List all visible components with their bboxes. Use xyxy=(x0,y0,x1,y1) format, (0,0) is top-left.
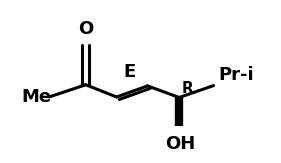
Text: OH: OH xyxy=(165,135,195,153)
Text: E: E xyxy=(123,63,135,81)
Text: R: R xyxy=(182,81,194,96)
Text: O: O xyxy=(78,20,93,38)
Text: Pr-i: Pr-i xyxy=(218,66,254,84)
Text: Me: Me xyxy=(21,88,52,106)
